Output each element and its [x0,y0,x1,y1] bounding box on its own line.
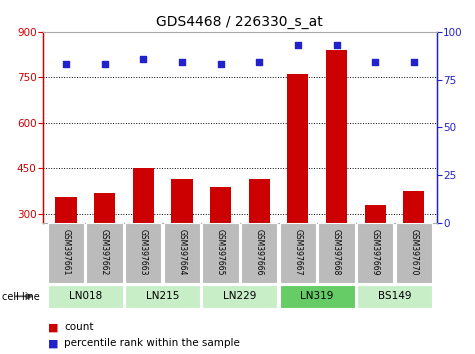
Point [410,59,418,65]
Text: ■: ■ [48,338,58,348]
Text: GSM397663: GSM397663 [139,229,148,275]
Bar [280,223,316,283]
Bar [248,179,270,223]
Text: GSM397668: GSM397668 [332,229,341,275]
Bar [133,169,154,223]
Text: cell line: cell line [2,292,40,302]
Bar [171,179,192,223]
Text: GSM397666: GSM397666 [255,229,264,275]
Bar [48,285,123,308]
Point [294,42,302,48]
Bar [396,223,432,283]
Text: GSM397669: GSM397669 [370,229,380,275]
Bar [326,50,347,223]
Bar [357,223,393,283]
Point [140,56,147,62]
Text: LN229: LN229 [223,291,256,301]
Text: ■: ■ [48,322,58,332]
Bar [48,223,84,283]
Text: GSM397664: GSM397664 [177,229,186,275]
Point [256,59,263,65]
Bar [202,223,239,283]
Text: GSM397665: GSM397665 [216,229,225,275]
Text: LN319: LN319 [301,291,334,301]
Text: GSM397670: GSM397670 [409,229,418,275]
Point [101,62,108,67]
Bar [125,285,200,308]
Text: GSM397662: GSM397662 [100,229,109,275]
Bar [55,197,76,223]
Point [371,59,379,65]
Text: percentile rank within the sample: percentile rank within the sample [64,338,240,348]
Bar [364,205,386,223]
Point [62,62,70,67]
Text: LN215: LN215 [146,291,179,301]
Text: GSM397661: GSM397661 [61,229,70,275]
Title: GDS4468 / 226330_s_at: GDS4468 / 226330_s_at [156,16,323,29]
Text: LN018: LN018 [69,291,102,301]
Bar [403,191,425,223]
Text: count: count [64,322,94,332]
Bar [164,223,200,283]
Point [178,59,186,65]
Text: BS149: BS149 [378,291,411,301]
Bar [94,193,115,223]
Point [332,42,340,48]
Bar [318,223,355,283]
Bar [125,223,162,283]
Bar [86,223,123,283]
Text: GSM397667: GSM397667 [294,229,303,275]
Bar [210,187,231,223]
Point [217,62,224,67]
Bar [202,285,277,308]
Bar [287,74,308,223]
Bar [357,285,432,308]
Bar [241,223,277,283]
Bar [280,285,355,308]
